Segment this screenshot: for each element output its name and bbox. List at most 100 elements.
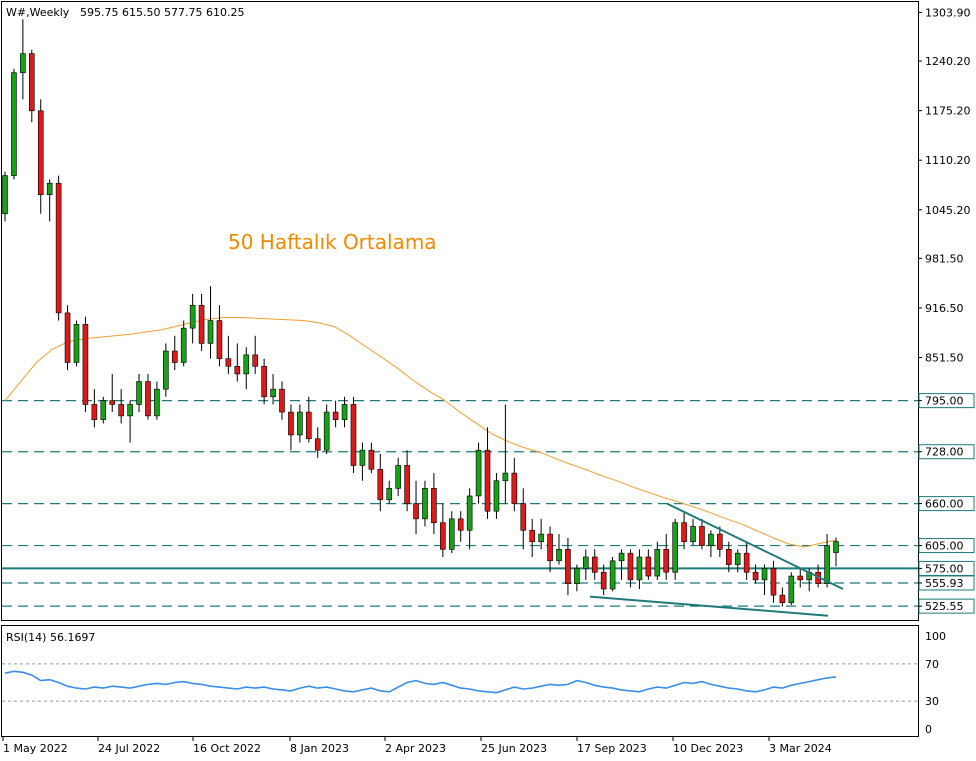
candle-body bbox=[574, 568, 580, 584]
candle-body bbox=[636, 556, 643, 581]
candle-body bbox=[109, 400, 116, 405]
y-tick-label: 728.00 bbox=[925, 446, 964, 459]
candle-body bbox=[788, 575, 795, 604]
candle-body bbox=[645, 556, 652, 577]
candle-body bbox=[171, 350, 178, 363]
candle-body bbox=[502, 472, 509, 482]
candle-body bbox=[314, 438, 321, 451]
candle-body bbox=[654, 549, 661, 577]
candle-body bbox=[448, 518, 455, 550]
candle-body bbox=[37, 110, 44, 195]
candle-body bbox=[422, 488, 428, 520]
candle-body bbox=[297, 411, 303, 436]
candle-body bbox=[431, 488, 437, 523]
candle-body bbox=[207, 320, 214, 344]
candle-body bbox=[457, 518, 464, 531]
candle-body bbox=[725, 549, 732, 565]
y-tick-label: 981.50 bbox=[925, 252, 964, 265]
candle-body bbox=[761, 568, 768, 581]
candle-body bbox=[288, 411, 294, 436]
rsi-line bbox=[4, 670, 837, 694]
candle-body bbox=[341, 404, 348, 420]
candle-body bbox=[2, 175, 8, 215]
chart-header-symbol: W#,Weekly bbox=[6, 6, 70, 19]
candle-body bbox=[833, 541, 839, 553]
candle-body bbox=[752, 571, 759, 581]
descending-trendline bbox=[666, 502, 844, 590]
candle-body bbox=[538, 533, 544, 543]
candle-body bbox=[627, 552, 634, 581]
rsi-tick-label: 0 bbox=[925, 723, 932, 736]
candle-body bbox=[279, 388, 285, 413]
candle-body bbox=[770, 568, 777, 596]
y-tick-label: 605.00 bbox=[925, 540, 964, 553]
y-tick-label: 1240.20 bbox=[925, 55, 971, 68]
candle-body bbox=[154, 388, 160, 417]
candle-body bbox=[529, 529, 535, 543]
candle-body bbox=[699, 526, 705, 546]
candle-body bbox=[127, 404, 133, 417]
candle-body bbox=[189, 304, 196, 329]
candle-body bbox=[145, 381, 151, 417]
candle-body bbox=[234, 365, 241, 375]
candle-body bbox=[556, 549, 562, 562]
x-tick-label: 10 Dec 2023 bbox=[673, 742, 743, 755]
ma-annotation: 50 Haftalık Ortalama bbox=[228, 230, 437, 254]
candle-body bbox=[198, 304, 205, 344]
candle-body bbox=[440, 522, 446, 550]
main-pane-frame bbox=[1, 1, 919, 621]
candle-body bbox=[64, 312, 71, 363]
candle-body bbox=[708, 533, 714, 546]
candle-body bbox=[11, 72, 17, 176]
y-tick-label: 575.00 bbox=[925, 562, 964, 575]
candle-body bbox=[350, 404, 357, 466]
candle-body bbox=[547, 533, 553, 562]
candle-body bbox=[618, 552, 625, 562]
candle-body bbox=[243, 354, 250, 375]
candle-body bbox=[600, 571, 607, 590]
candle-body bbox=[493, 480, 500, 512]
candle-body bbox=[484, 449, 491, 512]
candle-body bbox=[690, 526, 696, 543]
candle-body bbox=[511, 472, 518, 504]
candle-body bbox=[520, 503, 527, 531]
y-tick-label: 851.50 bbox=[925, 352, 964, 365]
candle-body bbox=[377, 468, 384, 501]
candle-body bbox=[82, 324, 89, 405]
rsi-tick-label: 30 bbox=[925, 695, 939, 708]
candle-body bbox=[55, 182, 62, 314]
candle-body bbox=[91, 404, 98, 420]
x-tick-label: 1 May 2022 bbox=[3, 742, 68, 755]
x-tick-label: 16 Oct 2022 bbox=[193, 742, 261, 755]
y-tick-label: 1110.20 bbox=[925, 154, 971, 167]
candle-body bbox=[100, 400, 107, 420]
x-tick-label: 17 Sep 2023 bbox=[577, 742, 647, 755]
candle-body bbox=[180, 327, 187, 363]
candle-body bbox=[663, 549, 670, 573]
candle-body bbox=[20, 53, 26, 73]
y-tick-label: 525.55 bbox=[925, 600, 964, 613]
x-tick-label: 2 Apr 2023 bbox=[385, 742, 446, 755]
candle-body bbox=[466, 495, 473, 531]
candle-body bbox=[717, 533, 723, 550]
candle-body bbox=[797, 575, 804, 581]
candle-body bbox=[252, 354, 258, 367]
candle-body bbox=[163, 350, 169, 390]
candle-body bbox=[261, 365, 267, 398]
candle-body bbox=[29, 53, 35, 112]
candle-body bbox=[46, 182, 53, 195]
chart-header-ohlc: 595.75 615.50 577.75 610.25 bbox=[80, 6, 244, 19]
y-tick-label: 795.00 bbox=[925, 395, 964, 408]
rsi-tick-label: 100 bbox=[925, 630, 946, 643]
y-tick-label: 1045.20 bbox=[925, 204, 971, 217]
candle-body bbox=[359, 449, 366, 466]
candle-body bbox=[306, 411, 312, 440]
candle-body bbox=[413, 503, 419, 520]
candle-body bbox=[118, 404, 124, 417]
candle-body bbox=[270, 388, 276, 398]
candle-body bbox=[743, 552, 750, 573]
candle-body bbox=[734, 552, 741, 565]
candle-body bbox=[368, 449, 375, 470]
candle-body bbox=[386, 488, 393, 501]
